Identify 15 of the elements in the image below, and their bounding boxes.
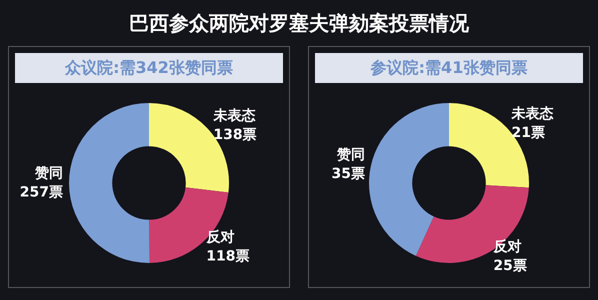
slice-label: 未表态 <box>212 108 256 124</box>
data-label: 21票 <box>512 125 546 142</box>
slice-label: 反对 <box>492 238 522 255</box>
chart-subtitle: 众议院:需342张赞同票 <box>15 53 283 83</box>
chart-subtitle: 参议院:需41张赞同票 <box>315 53 583 83</box>
slice-label: 赞同 <box>34 165 63 182</box>
data-label: 257票 <box>20 184 63 200</box>
data-label: 138票 <box>213 127 257 144</box>
text: 巴西参众两院对罗塞夫弹劾案投票情况 <box>128 10 470 36</box>
data-label: 25票 <box>493 258 527 274</box>
data-label: 118票 <box>206 248 250 264</box>
slice-label: 赞同 <box>336 146 365 163</box>
slice-label: 未表态 <box>510 106 554 122</box>
data-label: 35票 <box>331 166 365 182</box>
slice-label: 反对 <box>205 228 234 246</box>
